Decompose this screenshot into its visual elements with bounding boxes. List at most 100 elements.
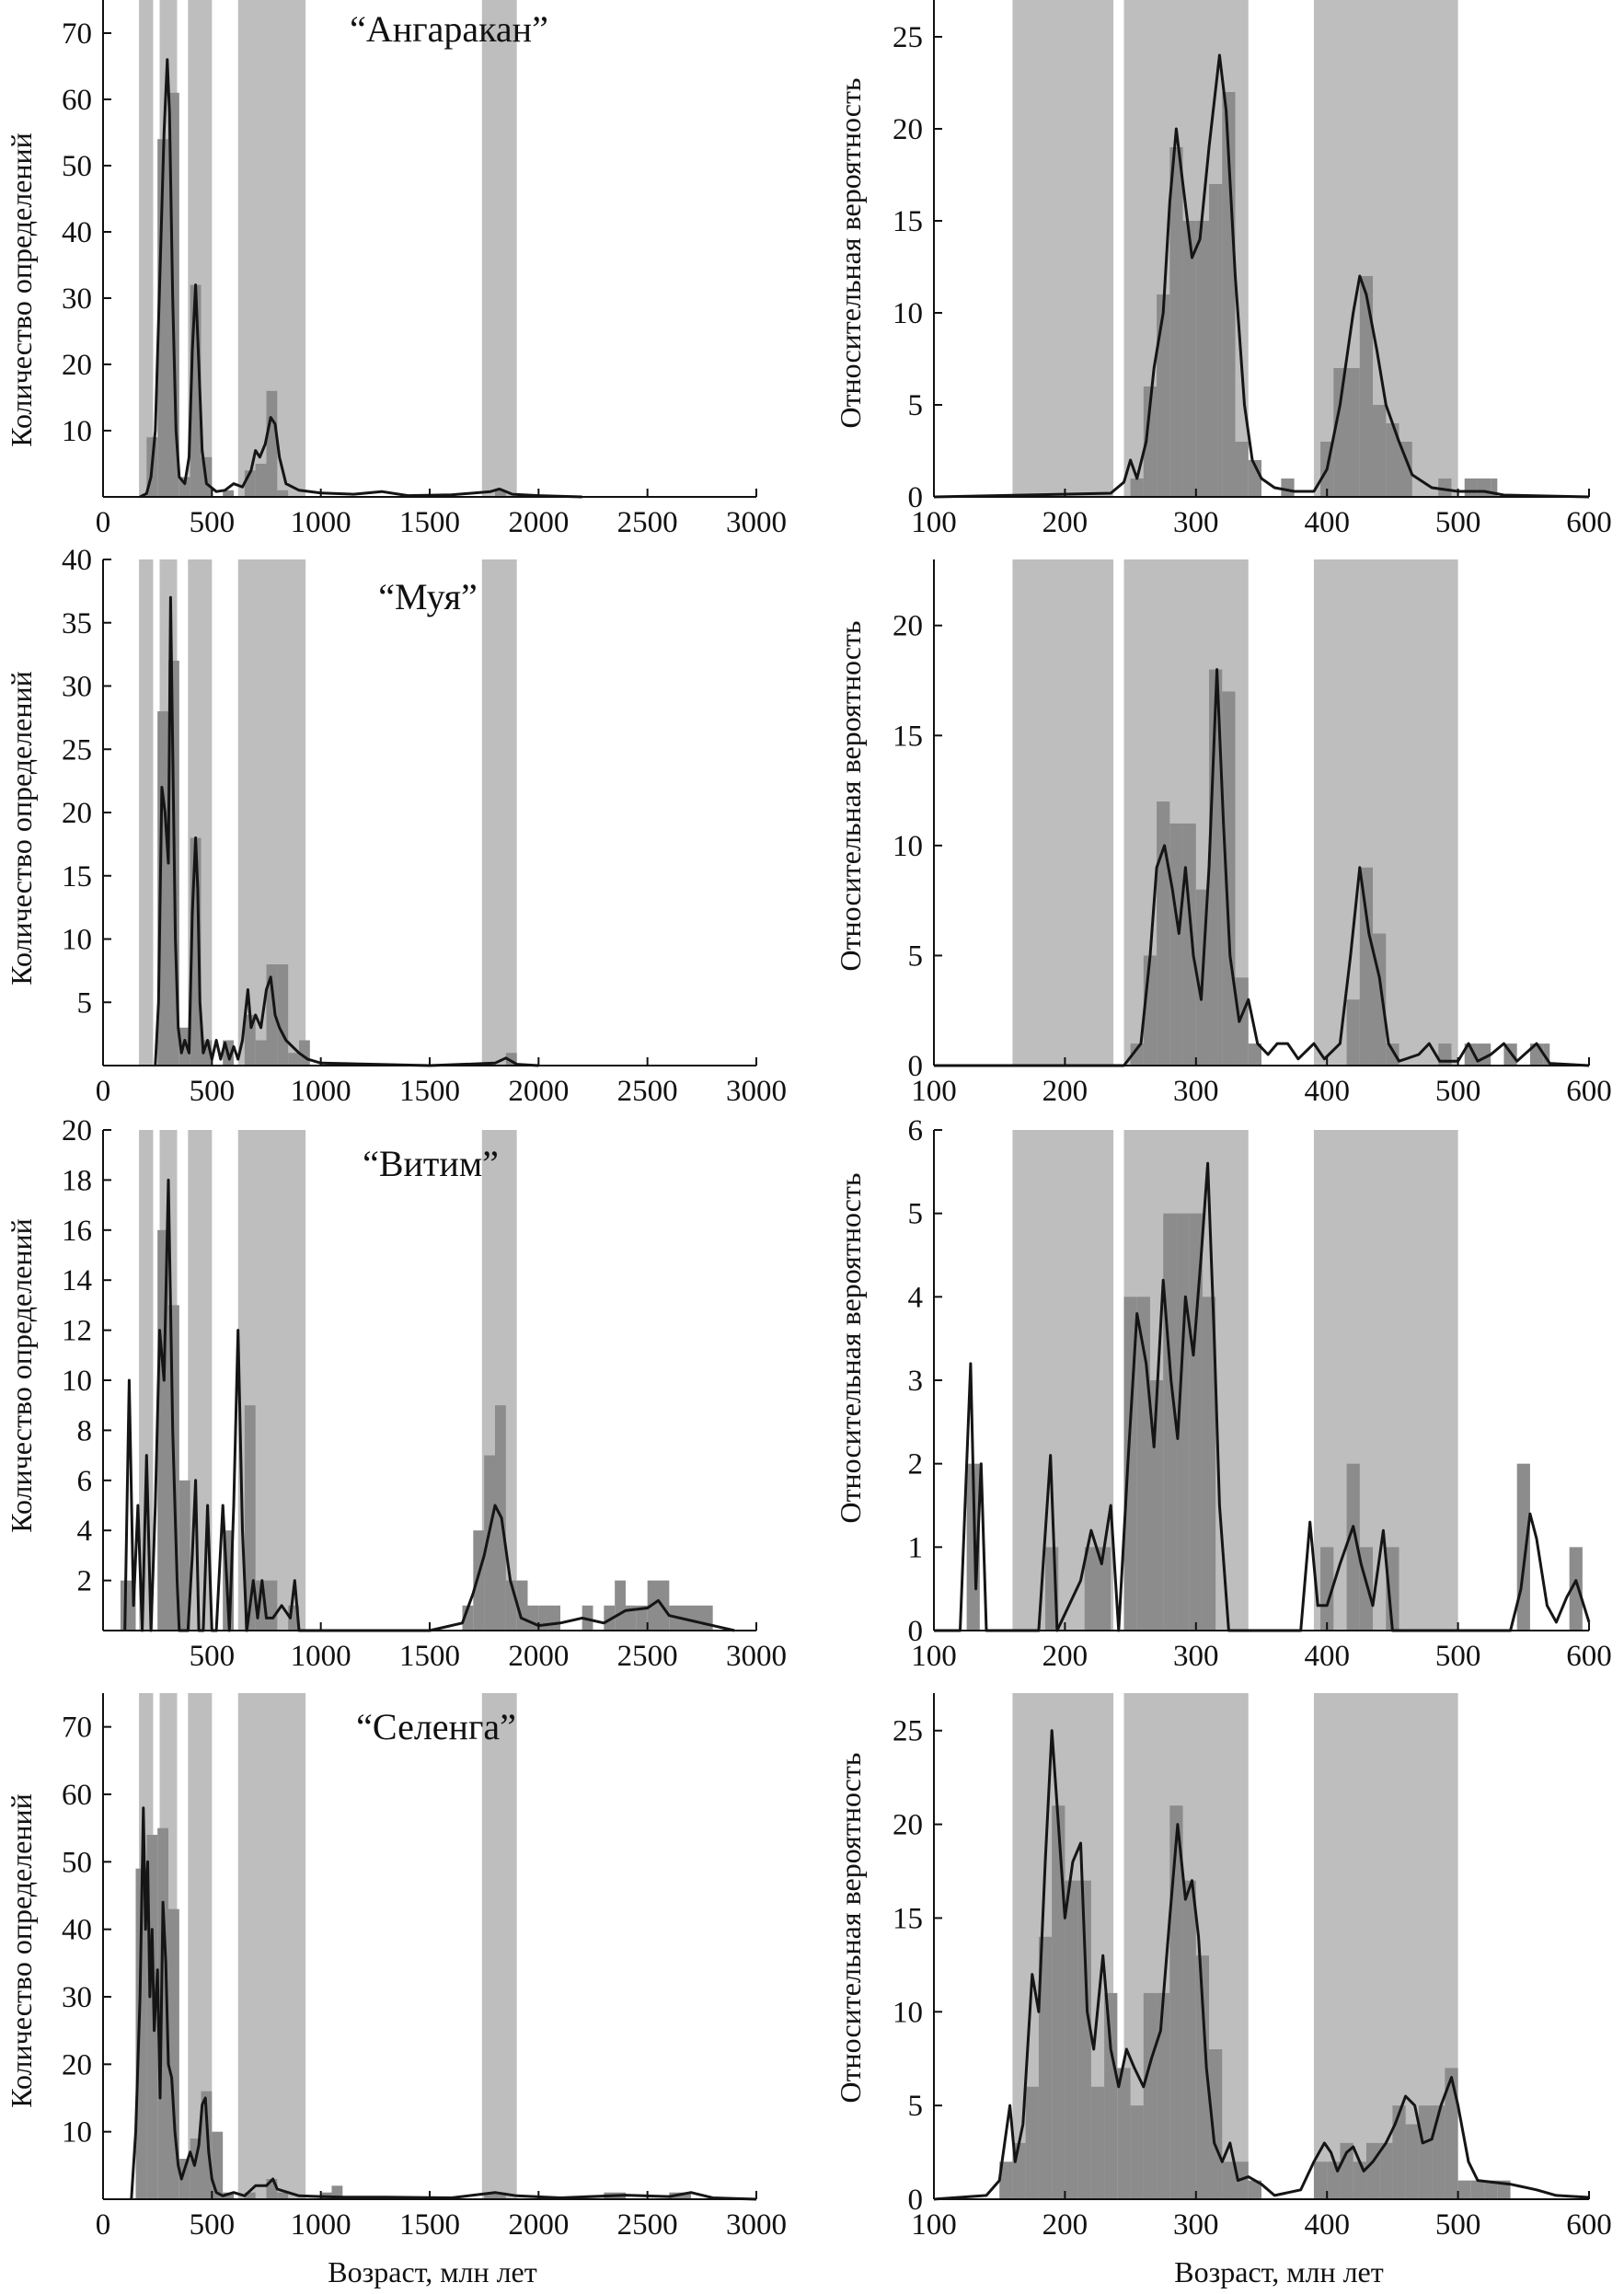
- panel-muya-full: 0 500 1000 1500 2000 2500 3000 5 10 15 20 25 30 35 40 “…: [62, 544, 787, 1108]
- x-tick-label: 500: [190, 506, 236, 539]
- histogram-bar: [1157, 801, 1170, 1066]
- histogram-bar: [190, 837, 202, 1066]
- histogram-bar: [223, 1530, 234, 1631]
- histogram-bar: [1182, 823, 1196, 1066]
- histogram-bar: [1543, 1043, 1550, 1066]
- histogram-bar: [266, 964, 278, 1066]
- histogram-bar: [615, 1580, 626, 1631]
- x-tick-label: 400: [1304, 1075, 1350, 1108]
- right-ylabel-1: Относительная вероятность: [834, 77, 867, 428]
- y-tick-label: 20: [62, 797, 92, 830]
- histogram-bar: [255, 1580, 267, 1631]
- y-tick-label: 20: [893, 113, 923, 146]
- histogram-bar: [1399, 442, 1412, 497]
- probability-curve: [154, 595, 539, 1067]
- x-tick-label: 600: [1566, 1640, 1612, 1673]
- histogram-bar: [266, 2179, 278, 2199]
- histogram-bar: [1182, 221, 1196, 497]
- histogram-bar: [1182, 1880, 1196, 2199]
- histogram-bar: [135, 1868, 147, 2199]
- y-tick-label: 18: [62, 1164, 92, 1197]
- histogram-bar: [1569, 1547, 1583, 1631]
- histogram-bar: [1077, 1880, 1091, 2199]
- histogram-bar: [1235, 977, 1249, 1066]
- histogram-bar: [538, 1605, 560, 1631]
- y-tick-label: 6: [908, 1114, 924, 1147]
- histogram-bar: [1143, 386, 1158, 497]
- probability-curve: [933, 53, 1590, 499]
- x-tick-label: 500: [1435, 1075, 1481, 1108]
- x-tick-label: 1500: [399, 2208, 460, 2242]
- histogram-bar: [1189, 1213, 1203, 1631]
- histogram-bar: [1248, 2180, 1261, 2199]
- x-tick-label: 400: [1304, 506, 1350, 539]
- panel-title: “Селенга”: [356, 1706, 516, 1747]
- histogram-bar: [1359, 867, 1374, 1066]
- histogram-bar: [1346, 368, 1360, 497]
- histogram-bar: [277, 490, 289, 497]
- y-tick-label: 10: [893, 830, 923, 863]
- x-tick-label: 0: [96, 506, 111, 539]
- age-band: [139, 0, 154, 497]
- x-tick-label: 200: [1042, 1640, 1088, 1673]
- histogram-bar: [462, 1605, 474, 1631]
- x-tick-label: 2500: [617, 1640, 678, 1673]
- histogram-bar: [201, 1040, 213, 1066]
- histogram-bar: [1157, 294, 1170, 497]
- y-tick-label: 12: [62, 1315, 92, 1348]
- histogram-bar: [516, 1580, 528, 1631]
- histogram-bar: [1195, 1955, 1210, 2199]
- y-tick-label: 15: [62, 860, 92, 893]
- x-tick-label: 1000: [291, 1640, 351, 1673]
- y-tick-label: 30: [62, 671, 92, 704]
- histogram-bar: [1163, 1213, 1177, 1631]
- histogram-bar: [473, 1530, 485, 1631]
- histogram-bar: [179, 477, 190, 497]
- histogram-bar: [1477, 478, 1492, 497]
- x-tick-label: 500: [1435, 1640, 1481, 1673]
- age-band: [481, 1693, 517, 2199]
- histogram-bar: [157, 711, 168, 1066]
- x-tick-label: 200: [1042, 1075, 1088, 1108]
- histogram-bar: [331, 2185, 343, 2199]
- y-tick-label: 4: [77, 1515, 93, 1548]
- x-tick-label: 3000: [726, 506, 787, 539]
- y-tick-label: 10: [62, 924, 92, 957]
- probability-curve: [130, 1806, 757, 2201]
- histogram-bar: [157, 1229, 168, 1631]
- histogram-bar: [1222, 2161, 1236, 2199]
- left-ylabel-1: Количество определений: [5, 133, 38, 447]
- x-tick-label: 2500: [617, 1075, 678, 1108]
- y-tick-label: 50: [62, 150, 92, 183]
- histogram-bar: [190, 284, 202, 497]
- y-tick-label: 16: [62, 1215, 92, 1248]
- y-tick-label: 10: [893, 297, 923, 330]
- histogram-bar: [1346, 999, 1360, 1066]
- histogram-bar: [636, 1605, 648, 1631]
- histogram-bar: [1445, 2068, 1458, 2199]
- histogram-bar: [1169, 1805, 1183, 2199]
- y-tick-label: 20: [62, 349, 92, 382]
- right-ylabel-2: Относительная вероятность: [834, 620, 867, 971]
- x-tick-label: 1500: [399, 1640, 460, 1673]
- x-tick-label: 2000: [508, 2208, 569, 2242]
- histogram-bar: [179, 2159, 190, 2199]
- histogram-bar: [277, 964, 289, 1066]
- panel-vitim-full: 500 1000 1500 2000 2500 3000 2 4 6 8 10 12 14 16 18 20 “…: [62, 1114, 787, 1673]
- histogram-bar: [1333, 368, 1347, 497]
- age-band: [481, 559, 517, 1066]
- y-tick-label: 15: [893, 1902, 923, 1935]
- histogram-bar: [223, 490, 234, 497]
- x-tick-label: 2500: [617, 2208, 678, 2242]
- y-tick-label: 25: [893, 21, 923, 54]
- histogram-bar: [1418, 2105, 1433, 2199]
- x-tick-label: 600: [1566, 1075, 1612, 1108]
- y-tick-label: 10: [893, 1996, 923, 2029]
- x-tick-label: 1000: [291, 506, 351, 539]
- panel-title: “Витим”: [363, 1143, 499, 1184]
- y-tick-label: 10: [62, 1365, 92, 1398]
- x-tick-label: 100: [911, 1075, 957, 1108]
- x-tick-label: 300: [1173, 2208, 1219, 2242]
- y-tick-label: 10: [62, 2116, 92, 2150]
- histogram-bar: [1130, 2105, 1144, 2199]
